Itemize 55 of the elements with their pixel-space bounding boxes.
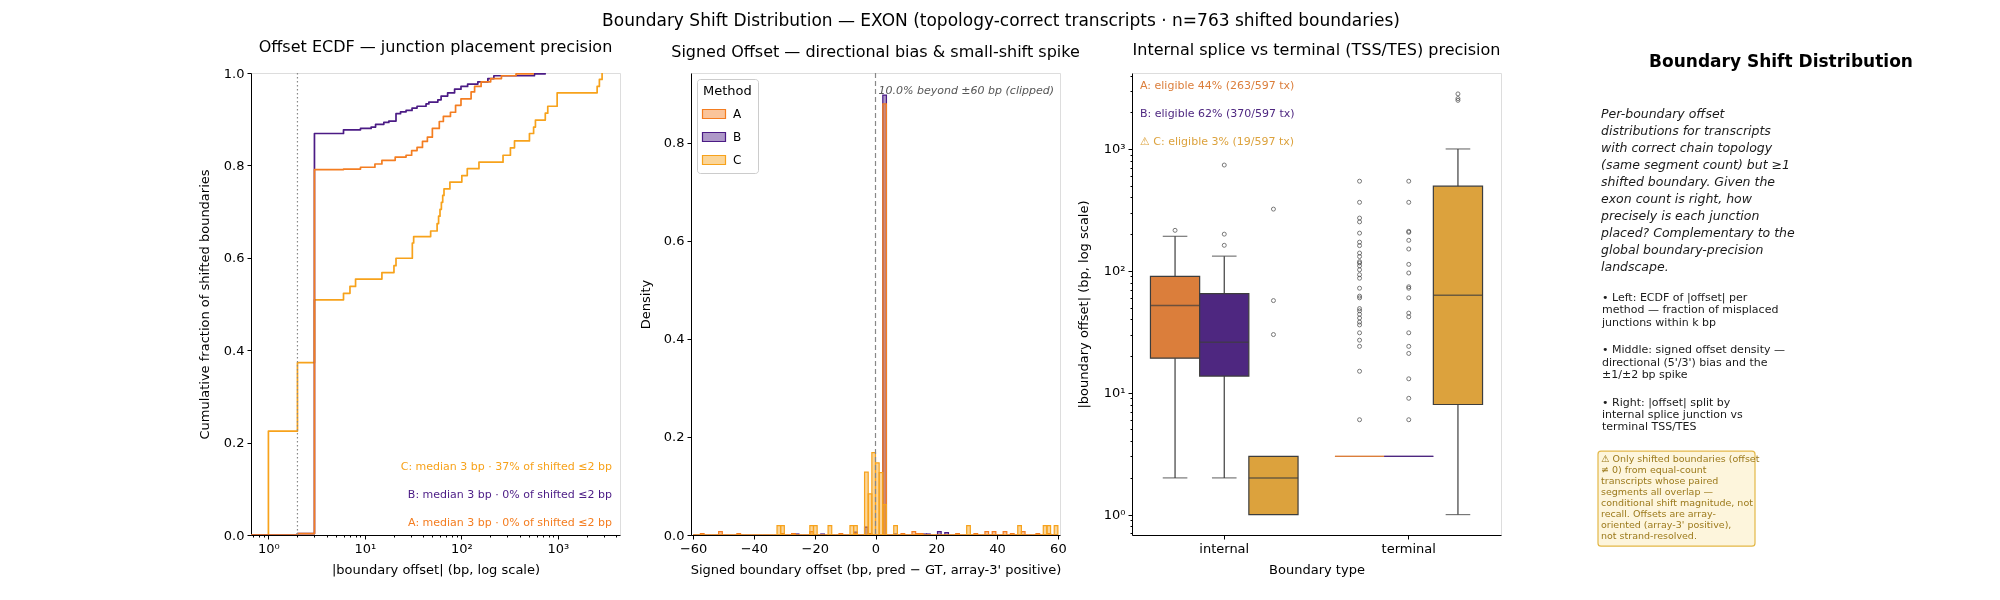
x-tick-label: 10³: [547, 540, 570, 556]
y-tick-label: 0.4: [663, 331, 685, 347]
y-tick-label: 0.6: [663, 233, 685, 249]
x-tick-label: internal: [1199, 540, 1250, 556]
x-axis-title: Boundary type: [1269, 561, 1365, 577]
text: Boundary Shift Distribution — EXON (topology-correct transcripts · n=763 shifted boundaries): [602, 10, 1400, 30]
legend-title: Method: [703, 83, 752, 98]
annotation: B: median 3 bp · 0% of shifted ≤2 bp: [407, 488, 613, 501]
chart-title: Offset ECDF — junction placement precision: [258, 37, 613, 56]
x-tick-label: 10⁰: [258, 540, 280, 556]
y-axis-title: |boundary offset| (bp, log scale): [1075, 200, 1091, 409]
text: Boundary Shift Distribution: [1649, 51, 1913, 71]
x-tick-label: −20: [801, 540, 829, 556]
text: • Right: |offset| split by internal splice junction vs terminal TSS/TES: [1602, 395, 1743, 434]
y-tick-label: 0.4: [223, 342, 245, 358]
y-tick-label: 0.8: [663, 135, 685, 151]
annotation: B: eligible 62% (370/597 tx): [1140, 107, 1295, 120]
legend-label: C: [733, 153, 742, 167]
annotation: 10.0% beyond ±60 bp (clipped): [878, 84, 1054, 97]
y-tick-label: 10⁰: [1103, 507, 1126, 523]
annotation: ⚠ C: eligible 3% (19/597 tx): [1140, 135, 1295, 148]
annotation: A: median 3 bp · 0% of shifted ≤2 bp: [408, 516, 613, 529]
y-tick-label: 10²: [1103, 263, 1126, 279]
legend-label: A: [733, 107, 742, 121]
text: ⚠ Only shifted boundaries (offset ≠ 0) from equal-count transcripts whose paired segments all overlap — conditional shift magnitude, not recall. Offsets are array-oriented (array-3' positive), not strand-resolved.: [1601, 453, 1760, 542]
x-tick-label: −40: [740, 540, 769, 556]
chart-title: Internal splice vs terminal (TSS/TES) precision: [1132, 39, 1501, 59]
text: Per-boundary offset distributions for transcripts with correct chain topology (same segment count) but ≥1 shifted boundary. Given the exon count is right, how precisely is each junction placed? Complementary to the global boundary-precision landscape.: [1601, 106, 1795, 274]
y-tick-label: 0.0: [663, 527, 685, 543]
x-tick-label: terminal: [1381, 540, 1436, 556]
chart-title: Signed Offset — directional bias & small-shift spike: [671, 42, 1080, 62]
annotation: C: median 3 bp · 37% of shifted ≤2 bp: [400, 460, 612, 473]
annotation: A: eligible 44% (263/597 tx): [1140, 79, 1295, 92]
x-tick-label: 10²: [451, 540, 473, 556]
y-tick-label: 0.2: [663, 429, 685, 445]
x-tick-label: 40: [989, 540, 1006, 556]
y-tick-label: 10¹: [1103, 385, 1126, 401]
y-tick-label: 0.8: [223, 157, 245, 173]
x-axis-title: Signed boundary offset (bp, pred − GT, array-3' positive): [690, 561, 1062, 577]
y-tick-label: 1.0: [223, 65, 245, 81]
x-tick-label: −60: [679, 540, 708, 556]
x-tick-label: 0: [871, 540, 881, 556]
x-tick-label: 20: [928, 540, 946, 556]
y-tick-label: 0.6: [223, 250, 245, 266]
y-axis-title: Density: [637, 279, 653, 330]
text: • Left: ECDF of |offset| per method — fraction of misplaced junctions within k bp: [1601, 291, 1779, 329]
x-tick-label: 10¹: [354, 540, 377, 556]
text: • Middle: signed offset density — directional (5'/3') bias and the ±1/±2 bp spike: [1602, 343, 1785, 381]
y-axis-title: Cumulative fraction of shifted boundaries: [196, 169, 212, 440]
x-tick-label: 60: [1050, 540, 1067, 556]
y-tick-label: 0.0: [223, 527, 245, 543]
y-tick-label: 10³: [1103, 141, 1126, 157]
y-tick-label: 0.2: [223, 435, 245, 451]
x-axis-title: |boundary offset| (bp, log scale): [331, 561, 541, 577]
legend-label: B: [733, 130, 742, 144]
